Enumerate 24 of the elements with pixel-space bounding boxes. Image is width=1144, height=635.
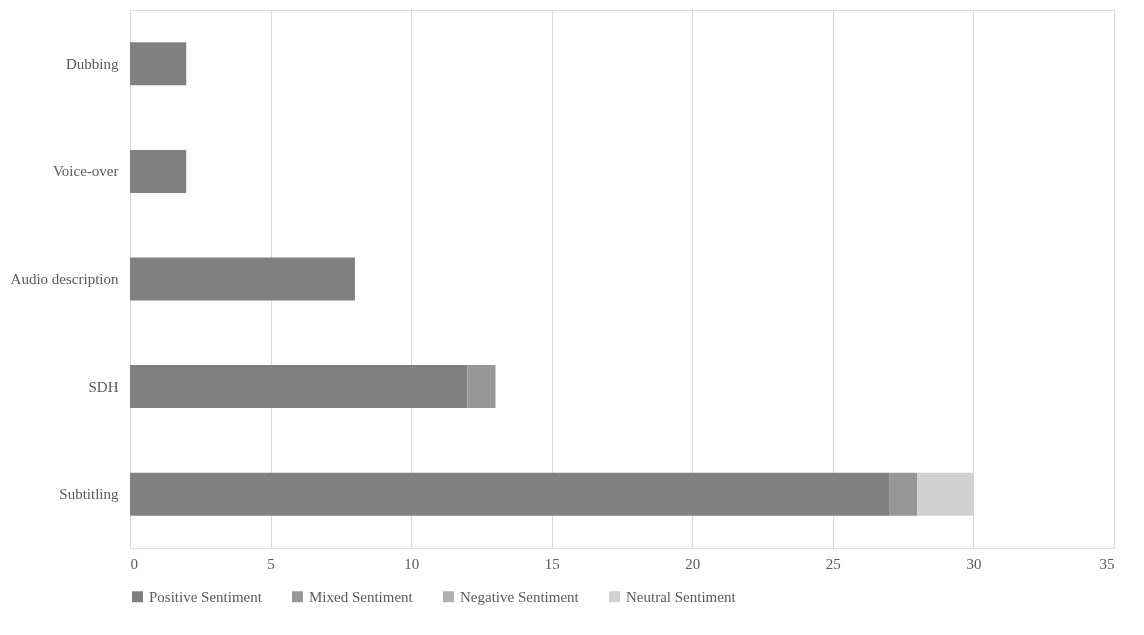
bar (130, 257, 355, 301)
y-tick-label: Dubbing (66, 55, 119, 72)
y-tick-label: SDH (88, 378, 119, 395)
bar (130, 472, 890, 516)
x-tick-label: 35 (1099, 555, 1115, 572)
x-tick-label: 20 (685, 555, 701, 572)
x-tick-label: 10 (404, 555, 420, 572)
legend-label: Mixed Sentiment (309, 588, 414, 605)
bar (130, 149, 187, 193)
bar (889, 472, 918, 516)
x-tick-label: 30 (966, 555, 982, 572)
legend-label: Neutral Sentiment (626, 588, 737, 605)
y-tick-label: Subtitling (59, 486, 119, 503)
bar (130, 42, 187, 86)
x-tick-label: 25 (825, 555, 841, 572)
y-tick-label: Voice-over (52, 163, 119, 180)
bar (467, 365, 496, 409)
x-tick-label: 15 (544, 555, 560, 572)
legend-label: Positive Sentiment (149, 588, 263, 605)
legend-label: Negative Sentiment (460, 588, 580, 605)
y-tick-label: Audio description (10, 271, 119, 287)
x-tick-label: 5 (267, 555, 275, 572)
bar (130, 365, 468, 409)
x-tick-label: 0 (130, 555, 138, 572)
